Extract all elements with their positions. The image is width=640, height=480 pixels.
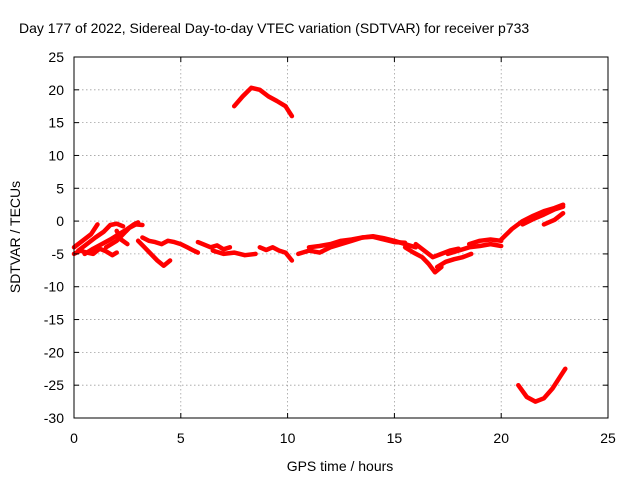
series-arc-10 <box>210 248 258 258</box>
y-tick-label: -20 <box>44 344 64 360</box>
x-tick-label: 20 <box>493 430 509 446</box>
series-layer <box>71 85 568 404</box>
series-arc-16 <box>413 241 461 260</box>
series-arc-3 <box>76 221 126 253</box>
x-tick-label: 5 <box>177 430 185 446</box>
y-tick-label: 5 <box>56 180 64 196</box>
series-arc-6 <box>114 228 130 247</box>
x-tick-label: 0 <box>70 430 78 446</box>
y-tick-label: -10 <box>44 279 64 295</box>
y-tick-label: -15 <box>44 312 64 328</box>
y-tick-label: 0 <box>56 213 64 229</box>
series-arc-21 <box>520 204 566 227</box>
chart-title: Day 177 of 2022, Sidereal Day-to-day VTE… <box>19 20 529 36</box>
y-tick-label: 25 <box>48 49 64 65</box>
series-arc-22 <box>541 210 566 227</box>
series-arc-8 <box>140 235 201 255</box>
series-arc-15 <box>402 245 444 275</box>
y-tick-label: 10 <box>48 147 64 163</box>
series-arc-12 <box>257 245 295 263</box>
series-arc-17 <box>434 251 474 270</box>
x-tick-label: 10 <box>280 430 296 446</box>
series-arc-7 <box>135 238 173 268</box>
series-arc-11 <box>231 85 295 119</box>
series-arc-9 <box>195 239 233 252</box>
x-tick-label: 25 <box>600 430 616 446</box>
y-axis-label: SDTVAR / TECUs <box>7 181 23 293</box>
x-tick-label: 15 <box>387 430 403 446</box>
y-tick-label: -25 <box>44 377 64 393</box>
grid-layer <box>74 57 608 418</box>
tick-layer: 0 5 10 15 20 25 25 20 15 10 5 0 -5 -10 -15 -20 -25 -30 <box>44 49 616 446</box>
series-arc-19 <box>466 237 504 247</box>
series-arc-2 <box>71 222 100 250</box>
series-arc-14 <box>306 234 408 250</box>
y-tick-label: -5 <box>52 246 65 262</box>
series-arc-5 <box>103 222 145 250</box>
series-arc-23 <box>516 366 568 404</box>
y-tick-label: 15 <box>48 115 64 131</box>
y-tick-label: -30 <box>44 410 64 426</box>
y-tick-label: 20 <box>48 82 64 98</box>
series-arc-18 <box>445 241 504 257</box>
x-axis-label: GPS time / hours <box>287 458 394 474</box>
plot-frame <box>73 56 609 419</box>
